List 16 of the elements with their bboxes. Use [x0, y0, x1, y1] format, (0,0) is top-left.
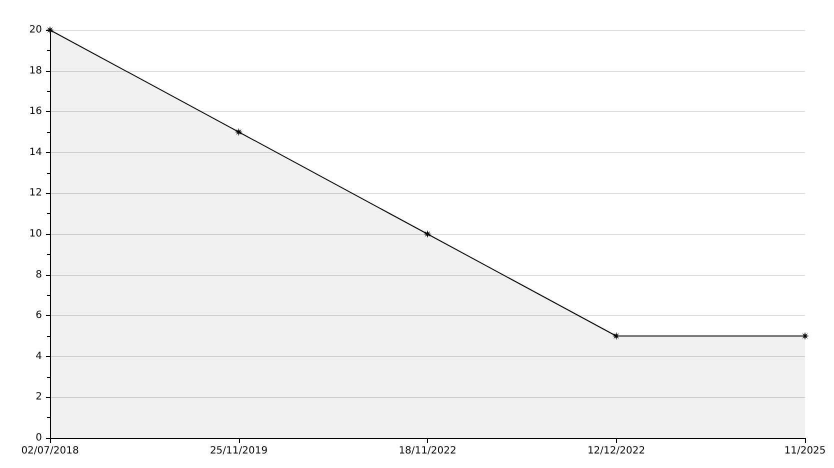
y-tick-label: 10 [29, 228, 42, 240]
x-tick-label: 11/2025 [784, 446, 826, 456]
y-tick-label: 20 [29, 24, 42, 36]
y-tick-label: 2 [36, 392, 42, 403]
y-tick-label: 0 [36, 432, 42, 444]
y-tick-label: 4 [36, 350, 42, 362]
y-tick-label: 6 [36, 310, 42, 322]
y-tick-label: 12 [29, 188, 42, 199]
y-tick-label: 18 [29, 65, 42, 76]
x-tick-label: 25/11/2019 [210, 446, 268, 456]
x-tick-label: 12/12/2022 [587, 446, 646, 456]
y-tick-label: 8 [36, 269, 42, 280]
x-tick-label: 18/11/2022 [398, 446, 456, 456]
y-tick-label: 16 [29, 106, 42, 118]
y-tick-label: 14 [29, 146, 42, 158]
x-tick-label: 02/07/2018 [21, 446, 79, 456]
